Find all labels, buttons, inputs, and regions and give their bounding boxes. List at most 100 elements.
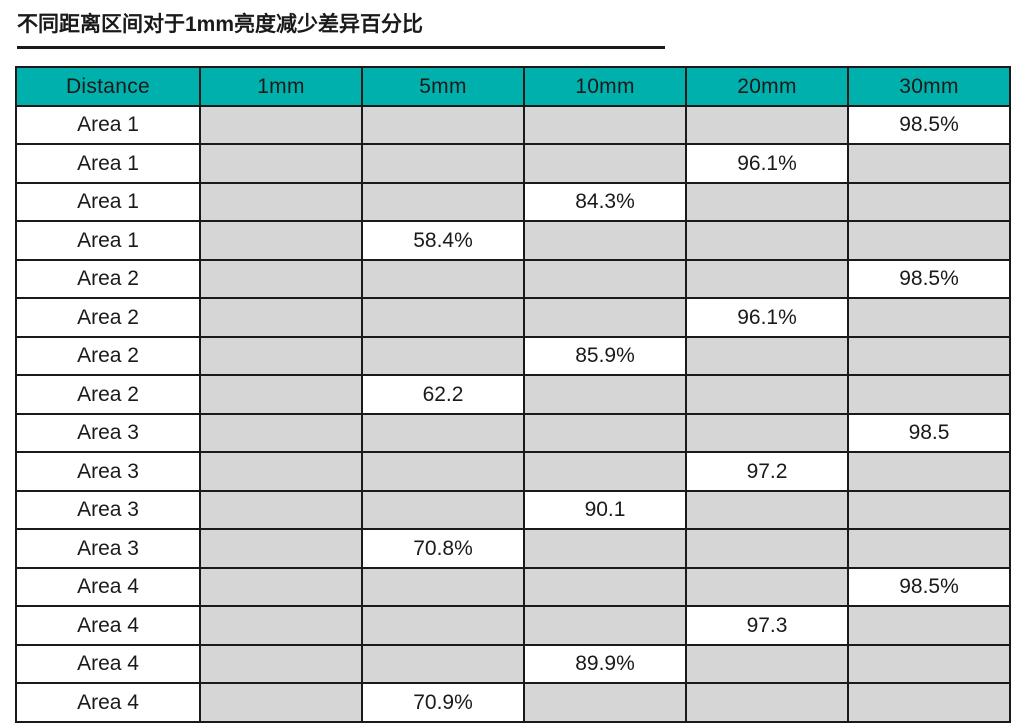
empty-data-cell [685, 335, 849, 376]
empty-data-cell [361, 489, 525, 530]
empty-data-cell [199, 104, 363, 145]
empty-data-cell [199, 220, 363, 261]
empty-data-cell [523, 143, 687, 184]
empty-data-cell [523, 528, 687, 569]
empty-data-cell [685, 489, 849, 530]
data-value-cell: 96.1% [685, 297, 849, 338]
empty-data-cell [361, 143, 525, 184]
data-value-cell: 97.3 [685, 605, 849, 646]
page-title: 不同距离区间对于1mm亮度减少差异百分比 [17, 13, 424, 36]
table-row: Area 3 98.5 [15, 412, 1011, 453]
row-label-cell: Area 2 [15, 374, 201, 415]
table-row: Area 4 70.9% [15, 682, 1011, 723]
empty-data-cell [685, 374, 849, 415]
data-value-cell: 70.8% [361, 528, 525, 569]
column-header-distance: Distance [15, 66, 201, 107]
empty-data-cell [847, 682, 1011, 723]
data-value-cell: 96.1% [685, 143, 849, 184]
data-table-container: Distance 1mm 5mm 10mm 20mm 30mm Area 1 98… [15, 66, 1011, 723]
data-value-cell: 98.5% [847, 258, 1011, 299]
empty-data-cell [685, 566, 849, 607]
empty-data-cell [523, 566, 687, 607]
empty-data-cell [361, 297, 525, 338]
column-header-1mm: 1mm [199, 66, 363, 107]
row-label-cell: Area 4 [15, 566, 201, 607]
table-row: Area 1 58.4% [15, 220, 1011, 261]
empty-data-cell [847, 143, 1011, 184]
empty-data-cell [361, 605, 525, 646]
column-header-20mm: 20mm [685, 66, 849, 107]
empty-data-cell [523, 451, 687, 492]
table-body: Area 1 98.5% Area 1 96.1% Area 1 84.3% Area 1 5… [15, 104, 1011, 723]
empty-data-cell [847, 335, 1011, 376]
empty-data-cell [199, 258, 363, 299]
data-value-cell: 98.5% [847, 566, 1011, 607]
row-label-cell: Area 3 [15, 412, 201, 453]
empty-data-cell [847, 220, 1011, 261]
empty-data-cell [199, 682, 363, 723]
row-label-cell: Area 2 [15, 258, 201, 299]
data-value-cell: 97.2 [685, 451, 849, 492]
column-header-10mm: 10mm [523, 66, 687, 107]
empty-data-cell [847, 643, 1011, 684]
empty-data-cell [361, 451, 525, 492]
table-row: Area 2 98.5% [15, 258, 1011, 299]
data-value-cell: 84.3% [523, 181, 687, 222]
empty-data-cell [199, 335, 363, 376]
table-row: Area 3 97.2 [15, 451, 1011, 492]
empty-data-cell [361, 181, 525, 222]
row-label-cell: Area 3 [15, 451, 201, 492]
empty-data-cell [685, 104, 849, 145]
data-value-cell: 98.5 [847, 412, 1011, 453]
table-row: Area 2 85.9% [15, 335, 1011, 376]
empty-data-cell [847, 489, 1011, 530]
empty-data-cell [523, 374, 687, 415]
empty-data-cell [199, 605, 363, 646]
empty-data-cell [523, 104, 687, 145]
empty-data-cell [523, 412, 687, 453]
row-label-cell: Area 1 [15, 143, 201, 184]
empty-data-cell [361, 643, 525, 684]
row-label-cell: Area 4 [15, 682, 201, 723]
empty-data-cell [523, 682, 687, 723]
empty-data-cell [523, 605, 687, 646]
empty-data-cell [685, 220, 849, 261]
row-label-cell: Area 2 [15, 297, 201, 338]
table-row: Area 1 84.3% [15, 181, 1011, 222]
table-header-row: Distance 1mm 5mm 10mm 20mm 30mm [15, 66, 1011, 107]
empty-data-cell [199, 412, 363, 453]
empty-data-cell [685, 528, 849, 569]
data-value-cell: 90.1 [523, 489, 687, 530]
table-row: Area 4 98.5% [15, 566, 1011, 607]
table-row: Area 3 70.8% [15, 528, 1011, 569]
row-label-cell: Area 1 [15, 220, 201, 261]
empty-data-cell [847, 528, 1011, 569]
empty-data-cell [523, 297, 687, 338]
row-label-cell: Area 1 [15, 104, 201, 145]
empty-data-cell [199, 643, 363, 684]
empty-data-cell [523, 258, 687, 299]
empty-data-cell [847, 374, 1011, 415]
row-label-cell: Area 3 [15, 489, 201, 530]
empty-data-cell [361, 412, 525, 453]
data-value-cell: 58.4% [361, 220, 525, 261]
distance-brightness-table: Distance 1mm 5mm 10mm 20mm 30mm Area 1 98… [15, 66, 1011, 723]
row-label-cell: Area 2 [15, 335, 201, 376]
table-row: Area 1 98.5% [15, 104, 1011, 145]
column-header-5mm: 5mm [361, 66, 525, 107]
title-underline-rule [17, 46, 665, 49]
data-value-cell: 85.9% [523, 335, 687, 376]
table-header: Distance 1mm 5mm 10mm 20mm 30mm [15, 66, 1011, 107]
table-row: Area 4 97.3 [15, 605, 1011, 646]
empty-data-cell [199, 181, 363, 222]
data-value-cell: 70.9% [361, 682, 525, 723]
title-block: 不同距离区间对于1mm亮度减少差异百分比 [17, 11, 667, 49]
empty-data-cell [361, 104, 525, 145]
table-row: Area 2 96.1% [15, 297, 1011, 338]
table-row: Area 1 96.1% [15, 143, 1011, 184]
empty-data-cell [199, 528, 363, 569]
empty-data-cell [685, 181, 849, 222]
data-value-cell: 62.2 [361, 374, 525, 415]
empty-data-cell [847, 297, 1011, 338]
